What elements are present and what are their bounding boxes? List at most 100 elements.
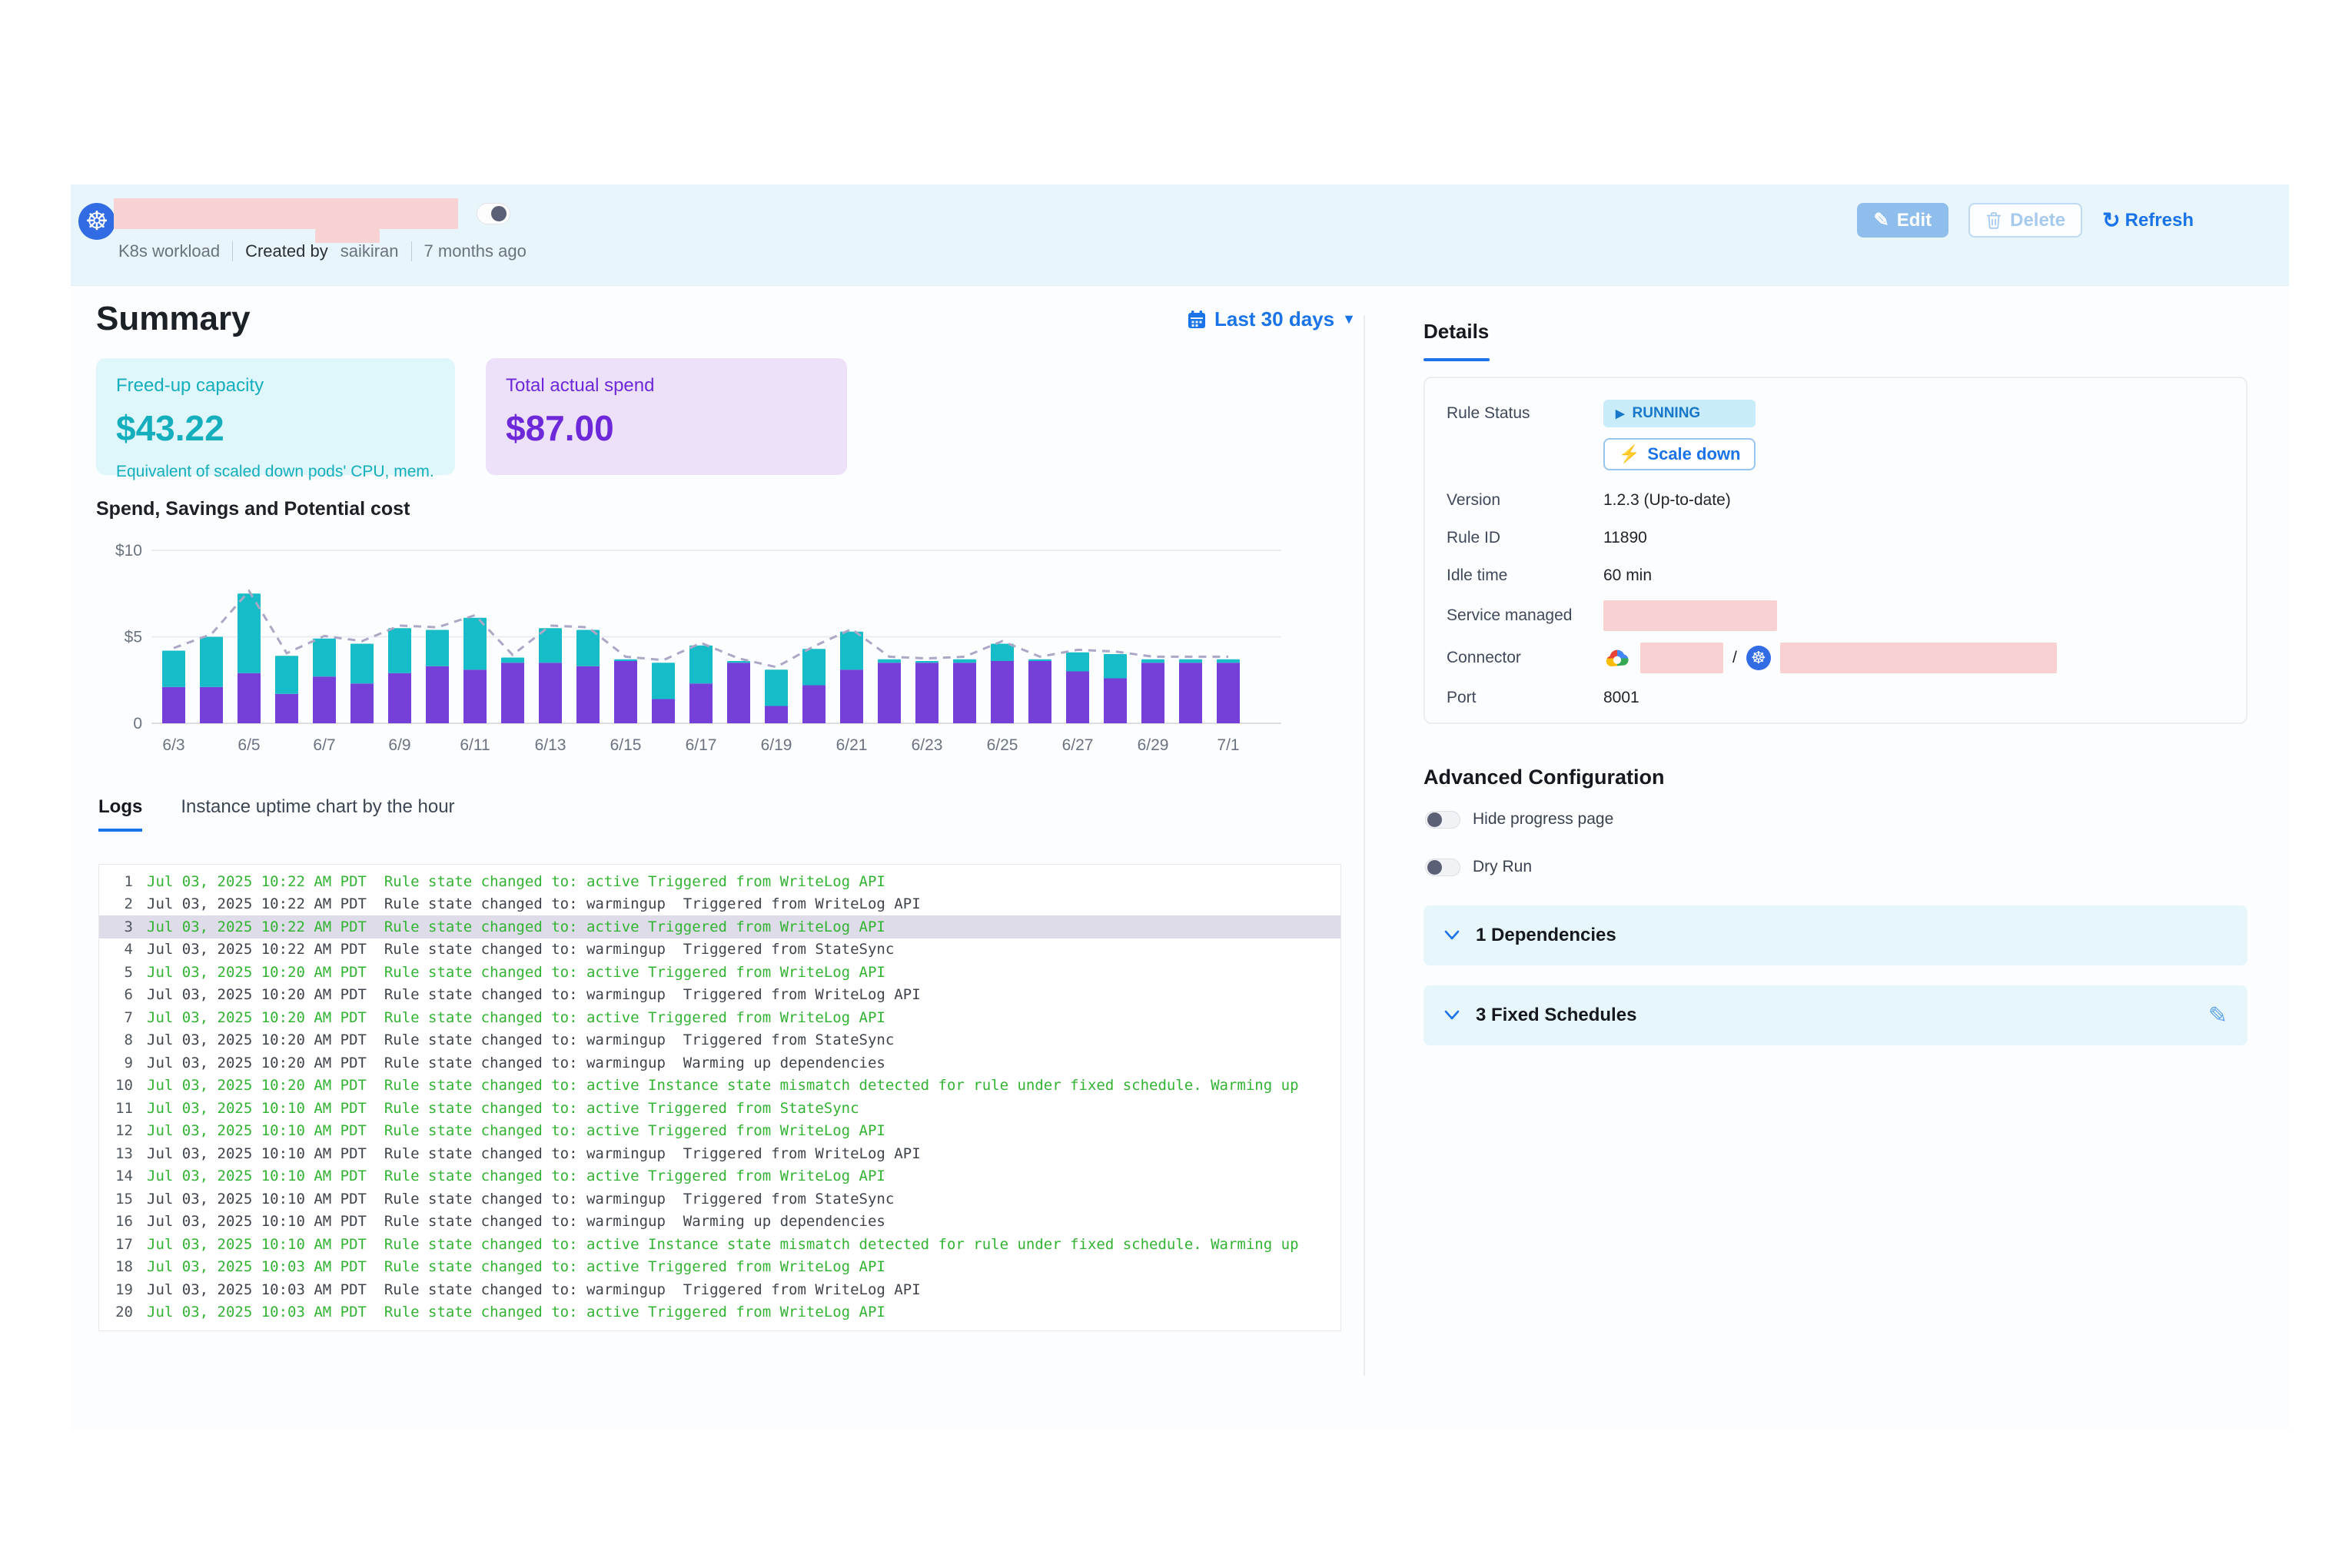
fixed-schedules-panel[interactable]: 3 Fixed Schedules ✎ [1423, 985, 2247, 1045]
rule-status-label: Rule Status [1447, 404, 1530, 422]
log-line-number: 2 [124, 895, 133, 913]
workload-enabled-toggle[interactable] [477, 203, 510, 224]
port-row: Port 8001 [1447, 685, 2226, 711]
log-line-number: 10 [115, 1077, 133, 1095]
log-line-number: 6 [124, 986, 133, 1004]
details-tab-underline [1423, 358, 1490, 361]
scale-down-label: Scale down [1647, 444, 1741, 463]
tab-details[interactable]: Details [1423, 320, 1490, 343]
log-message: Jul 03, 2025 10:22 AM PDT Rule state cha… [147, 918, 885, 935]
log-row[interactable]: 5 Jul 03, 2025 10:20 AM PDT Rule state ch… [99, 961, 1340, 984]
log-row[interactable]: 19 Jul 03, 2025 10:03 AM PDT Rule state c… [99, 1278, 1340, 1301]
date-range-label: Last 30 days [1214, 307, 1335, 331]
header-actions: ✎ Edit Delete ↻ Refresh [1856, 203, 2194, 238]
svg-text:6/3: 6/3 [162, 736, 184, 754]
rule-id-label: Rule ID [1447, 529, 1501, 546]
log-row[interactable]: 14 Jul 03, 2025 10:10 AM PDT Rule state c… [99, 1165, 1340, 1188]
log-row[interactable]: 13 Jul 03, 2025 10:10 AM PDT Rule state c… [99, 1142, 1340, 1165]
log-row[interactable]: 7 Jul 03, 2025 10:20 AM PDT Rule state ch… [99, 1006, 1340, 1029]
svg-text:6/29: 6/29 [1138, 736, 1169, 754]
log-row[interactable]: 18 Jul 03, 2025 10:03 AM PDT Rule state c… [99, 1256, 1340, 1279]
idle-time-value: 60 min [1603, 566, 1653, 584]
created-by-user: saikiran [340, 241, 399, 261]
log-row[interactable]: 4 Jul 03, 2025 10:22 AM PDT Rule state ch… [99, 938, 1340, 962]
log-row[interactable]: 9 Jul 03, 2025 10:20 AM PDT Rule state ch… [99, 1051, 1340, 1075]
google-cloud-icon [1606, 649, 1629, 666]
svg-text:6/17: 6/17 [686, 736, 717, 754]
tab-instance-uptime[interactable]: Instance uptime chart by the hour [181, 796, 455, 817]
freed-up-capacity-value: $43.22 [116, 408, 224, 448]
edit-button[interactable]: ✎ Edit [1856, 203, 1949, 238]
toggle-knob [1427, 812, 1442, 827]
log-row[interactable]: 17 Jul 03, 2025 10:10 AM PDT Rule state c… [99, 1233, 1340, 1256]
chevron-down-icon [1444, 930, 1460, 940]
edit-schedules-icon[interactable]: ✎ [2207, 1002, 2227, 1028]
total-actual-spend-label: Total actual spend [506, 375, 655, 396]
log-row[interactable]: 6 Jul 03, 2025 10:20 AM PDT Rule state ch… [99, 984, 1340, 1007]
refresh-button[interactable]: ↻ Refresh [2102, 208, 2194, 233]
rule-id-value: 11890 [1603, 529, 1647, 546]
svg-text:$5: $5 [125, 629, 142, 646]
play-icon: ▶ [1616, 407, 1625, 420]
log-message: Jul 03, 2025 10:20 AM PDT Rule state cha… [147, 963, 885, 981]
total-actual-spend-value: $87.00 [506, 408, 614, 448]
running-status-badge: ▶ RUNNING [1603, 400, 1756, 427]
log-line-number: 14 [115, 1168, 133, 1185]
log-message: Jul 03, 2025 10:20 AM PDT Rule state cha… [147, 1008, 885, 1026]
idle-time-label: Idle time [1447, 566, 1508, 584]
freed-up-capacity-card: Freed-up capacity $43.22 Equivalent of s… [96, 358, 455, 480]
dry-run-toggle[interactable] [1425, 858, 1460, 876]
version-row: Version 1.2.3 (Up-to-date) [1447, 487, 2226, 513]
log-row[interactable]: 12 Jul 03, 2025 10:10 AM PDT Rule state c… [99, 1120, 1340, 1143]
log-row[interactable]: 10 Jul 03, 2025 10:20 AM PDT Rule state c… [99, 1075, 1340, 1098]
summary-heading: Summary [96, 300, 251, 337]
dependencies-panel[interactable]: 1 Dependencies [1423, 905, 2247, 965]
workload-detail-card: ☸ K8s workload Created by saikiran 7 mon… [71, 184, 2289, 1430]
svg-text:6/15: 6/15 [610, 736, 642, 754]
log-viewer[interactable]: 1 Jul 03, 2025 10:22 AM PDT Rule state ch… [98, 864, 1341, 1331]
connector-separator: / [1732, 649, 1737, 666]
service-managed-row: Service managed [1447, 600, 2226, 631]
kubernetes-icon: ☸ [1746, 646, 1771, 670]
service-managed-label: Service managed [1447, 606, 1573, 624]
date-range-select[interactable]: Last 30 days ▼ [1187, 307, 1356, 331]
log-row[interactable]: 20 Jul 03, 2025 10:03 AM PDT Rule state c… [99, 1301, 1340, 1324]
freed-up-capacity-caption: Equivalent of scaled down pods' CPU, mem… [116, 463, 434, 480]
log-row[interactable]: 2 Jul 03, 2025 10:22 AM PDT Rule state ch… [99, 893, 1340, 916]
log-row[interactable]: 8 Jul 03, 2025 10:20 AM PDT Rule state ch… [99, 1029, 1340, 1052]
tab-logs[interactable]: Logs [98, 796, 143, 832]
log-row[interactable]: 1 Jul 03, 2025 10:22 AM PDT Rule state ch… [99, 870, 1340, 893]
log-line-number: 13 [115, 1144, 133, 1162]
log-message: Jul 03, 2025 10:22 AM PDT Rule state cha… [147, 895, 921, 913]
log-message: Jul 03, 2025 10:20 AM PDT Rule state cha… [147, 1054, 885, 1071]
hide-progress-page-toggle[interactable] [1425, 810, 1460, 829]
version-value: 1.2.3 (Up-to-date) [1603, 491, 1731, 509]
delete-button-label: Delete [2010, 209, 2066, 231]
scale-down-button[interactable]: ⚡ Scale down [1603, 438, 1756, 470]
log-row[interactable]: 11 Jul 03, 2025 10:10 AM PDT Rule state c… [99, 1097, 1340, 1120]
log-line-number: 9 [124, 1054, 133, 1071]
version-label: Version [1447, 491, 1501, 509]
workload-meta: K8s workload Created by saikiran 7 month… [118, 241, 527, 261]
log-message: Jul 03, 2025 10:10 AM PDT Rule state cha… [147, 1144, 921, 1162]
meta-divider [410, 241, 412, 261]
log-line-number: 16 [115, 1213, 133, 1231]
chevron-down-icon [1444, 1010, 1460, 1020]
log-message: Jul 03, 2025 10:10 AM PDT Rule state cha… [147, 1168, 885, 1185]
dry-run-row: Dry Run [1425, 858, 1532, 876]
log-line-number: 5 [124, 963, 133, 981]
log-line-number: 19 [115, 1281, 133, 1298]
svg-text:6/19: 6/19 [761, 736, 792, 754]
rule-status-row: Rule Status ▶ RUNNING ⚡ Scale down [1447, 400, 2226, 470]
refresh-icon: ↻ [2102, 208, 2121, 232]
log-message: Jul 03, 2025 10:10 AM PDT Rule state cha… [147, 1190, 895, 1208]
log-message: Jul 03, 2025 10:22 AM PDT Rule state cha… [147, 872, 885, 890]
log-row[interactable]: 15 Jul 03, 2025 10:10 AM PDT Rule state c… [99, 1188, 1340, 1211]
log-row[interactable]: 3 Jul 03, 2025 10:22 AM PDT Rule state ch… [99, 915, 1340, 938]
delete-button[interactable]: Delete [1968, 203, 2083, 238]
running-status-text: RUNNING [1632, 405, 1701, 421]
connector-row: Connector / ☸ [1447, 643, 2226, 673]
svg-text:6/7: 6/7 [313, 736, 335, 754]
log-row[interactable]: 16 Jul 03, 2025 10:10 AM PDT Rule state c… [99, 1211, 1340, 1234]
toggle-knob [491, 206, 507, 221]
